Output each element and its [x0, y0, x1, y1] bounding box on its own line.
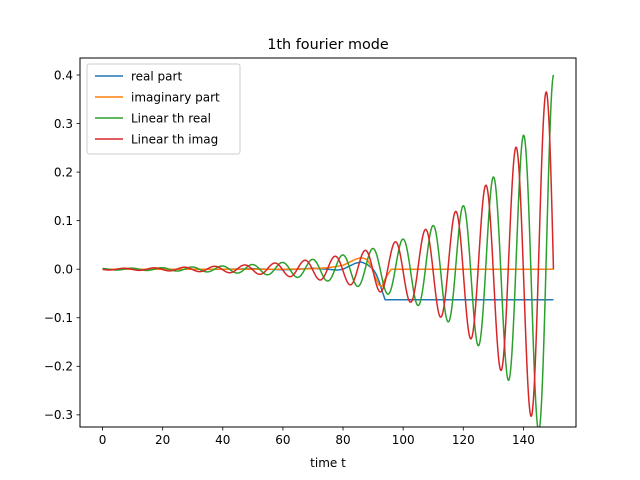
- x-axis-label: time t: [310, 456, 346, 470]
- x-tick-label: 80: [335, 433, 350, 447]
- x-tick-label: 0: [99, 433, 107, 447]
- y-tick-label: 0.3: [54, 117, 73, 131]
- x-tick-label: 40: [215, 433, 230, 447]
- plot-frame: [79, 57, 577, 428]
- legend-label: Linear th imag: [131, 132, 218, 146]
- y-tick-label: −0.3: [44, 408, 73, 422]
- y-tick-label: 0.0: [54, 263, 73, 277]
- legend: real part imaginary part Linear th real Lin…: [86, 63, 241, 155]
- legend-label: Linear th real: [131, 111, 211, 125]
- x-axis: 0 20 40 60 80 100 120 140: [99, 427, 535, 447]
- x-tick-label: 100: [392, 433, 415, 447]
- x-tick-label: 120: [452, 433, 475, 447]
- series-line-2: [102, 74, 555, 427]
- y-tick-label: −0.2: [44, 360, 73, 374]
- series-line-1: [102, 256, 554, 287]
- legend-label: real part: [131, 69, 182, 83]
- x-tick-label: 60: [275, 433, 290, 447]
- legend-box: [86, 63, 241, 155]
- y-tick-label: −0.1: [44, 311, 73, 325]
- y-tick-label: 0.2: [54, 165, 73, 179]
- y-tick-label: 0.1: [54, 214, 73, 228]
- y-tick-label: 0.4: [54, 68, 73, 82]
- x-tick-label: 140: [512, 433, 535, 447]
- legend-label: imaginary part: [131, 90, 220, 104]
- chart-title: 1th fourier mode: [267, 37, 389, 53]
- series-layer: [102, 74, 555, 427]
- y-axis: −0.3 −0.2 −0.1 0.0 0.1 0.2 0.3 0.4: [44, 68, 80, 422]
- series-line-3: [102, 91, 555, 417]
- x-tick-label: 20: [155, 433, 170, 447]
